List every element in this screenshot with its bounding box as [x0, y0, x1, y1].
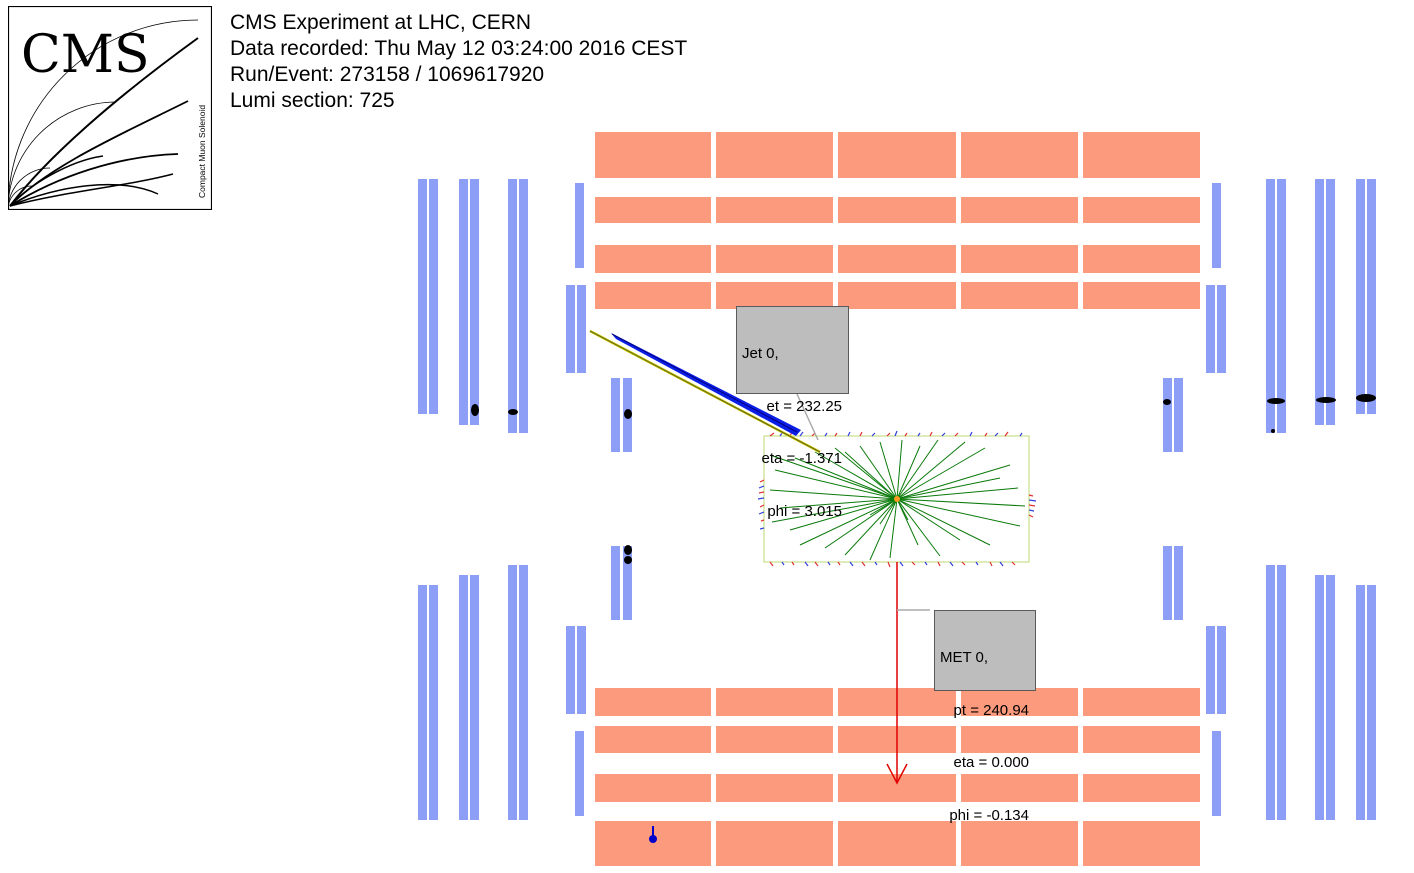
muon-hits — [471, 394, 1376, 843]
met-label: MET 0, pt = 240.94 eta = 0.000 phi = -0.… — [934, 610, 1036, 824]
met-label-phi: phi = -0.134 — [949, 806, 1029, 824]
met-label-title: MET 0, — [940, 649, 989, 666]
met-label-eta: eta = 0.000 — [953, 754, 1029, 771]
logo-wordmark: CMS — [21, 25, 150, 85]
muon-chambers-bottom — [418, 546, 1376, 820]
label-leaders — [796, 393, 930, 611]
event-info: CMS Experiment at LHC, CERN Data recorde… — [230, 10, 687, 114]
jet-0 — [589, 329, 821, 454]
met-label-pt: pt = 240.94 — [953, 701, 1029, 719]
run-event-line: Run/Event: 273158 / 1069617920 — [230, 63, 545, 86]
jet-label: Jet 0, et = 232.25 eta = -1.371 phi = 3.… — [736, 306, 849, 520]
logo-subtitle: Compact Muon Solenoid — [197, 105, 207, 198]
met-0-arrow — [886, 562, 908, 785]
jet-label-et: et = 232.25 — [766, 397, 842, 415]
jet-label-phi: phi = 3.015 — [767, 502, 842, 520]
jet-label-title: Jet 0, — [742, 345, 779, 362]
date-line: Data recorded: Thu May 12 03:24:00 2016 … — [230, 37, 688, 60]
tracker-region — [757, 430, 1037, 568]
muon-chambers-top — [418, 179, 1376, 452]
lumi-line: Lumi section: 725 — [230, 89, 395, 112]
calorimeter-blocks-top — [595, 132, 1200, 309]
jet-label-eta: eta = -1.371 — [761, 450, 842, 467]
calorimeter-blocks-bottom — [595, 688, 1200, 866]
experiment-line: CMS Experiment at LHC, CERN — [230, 11, 532, 34]
cms-logo: CMS Compact Muon Solenoid — [7, 5, 213, 211]
